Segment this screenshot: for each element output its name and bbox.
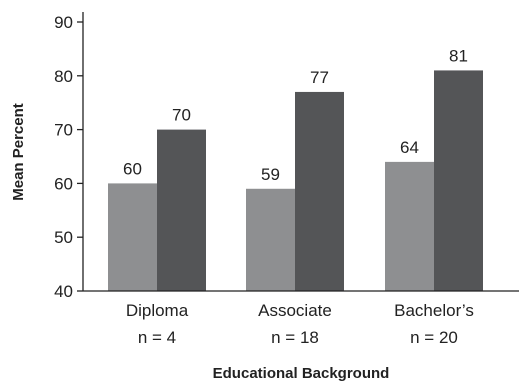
y-tick-label: 80 xyxy=(54,67,73,86)
x-axis-title: Educational Background xyxy=(213,365,390,382)
bar xyxy=(434,70,483,291)
bars-group: 60 70 59 77 64 81 xyxy=(108,46,483,291)
bar-value-label: 60 xyxy=(123,159,142,178)
category-label: Diploma xyxy=(126,301,189,320)
bar xyxy=(385,161,434,291)
category-sample-size: n = 20 xyxy=(410,328,458,347)
bar xyxy=(157,129,206,291)
category-sample-size: n = 18 xyxy=(271,328,319,347)
y-tick-label: 50 xyxy=(54,228,73,247)
y-tick-label: 40 xyxy=(54,282,73,301)
category-label: Bachelor’s xyxy=(394,301,474,320)
y-axis-ticks: 40 50 60 70 80 90 xyxy=(54,13,83,301)
y-tick-label: 90 xyxy=(54,13,73,32)
category-sample-size: n = 4 xyxy=(138,328,176,347)
y-tick-label: 70 xyxy=(54,121,73,140)
bar xyxy=(295,91,344,291)
category-label: Associate xyxy=(258,301,332,320)
bar-value-label: 64 xyxy=(400,138,419,157)
bar-value-label: 81 xyxy=(449,46,468,65)
x-axis-categories: Diploma n = 4 Associate n = 18 Bachelor’s n =… xyxy=(126,301,474,347)
bar xyxy=(108,183,157,291)
bar-value-label: 59 xyxy=(261,165,280,184)
bar-value-label: 70 xyxy=(172,106,191,125)
bar xyxy=(246,188,295,291)
y-tick-label: 60 xyxy=(54,174,73,193)
y-axis-title: Mean Percent xyxy=(10,103,27,201)
bar-value-label: 77 xyxy=(310,68,329,87)
